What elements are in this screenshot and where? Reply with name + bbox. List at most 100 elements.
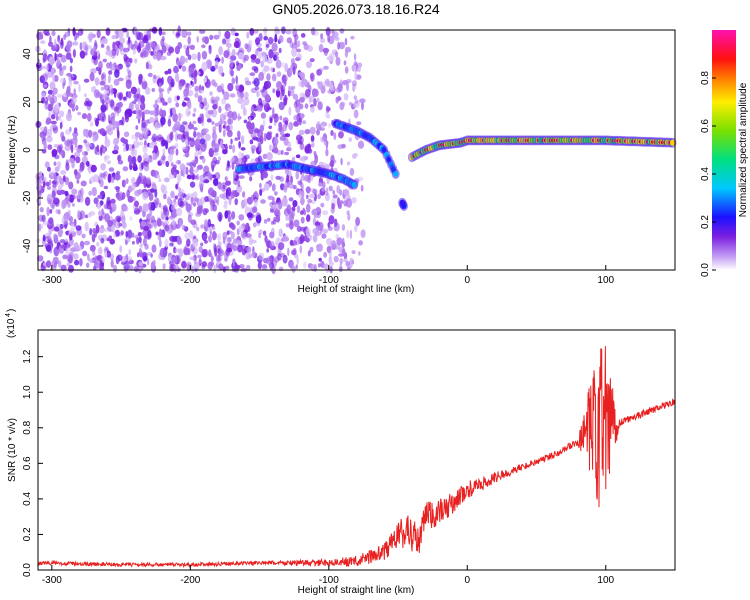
spectrogram-speckle xyxy=(293,219,300,228)
spectrogram-speckle xyxy=(49,209,53,214)
spectrogram-speckle xyxy=(209,187,213,194)
spectrogram-speckle xyxy=(288,121,294,131)
spectrogram-speckle xyxy=(89,228,93,236)
spectrogram-speckle xyxy=(293,185,297,190)
spectrogram-speckle xyxy=(361,101,364,111)
spectrogram-speckle xyxy=(190,219,197,225)
spectrogram-speckle xyxy=(161,155,166,161)
spectrogram-speckle xyxy=(295,106,301,114)
spectrogram-speckle xyxy=(260,199,266,204)
spectrogram-speckle xyxy=(79,42,83,51)
spectrogram-speckle xyxy=(218,249,225,257)
spectrogram-speckle xyxy=(106,62,111,69)
spectrogram-speckle xyxy=(141,162,144,170)
spectrogram-speckle xyxy=(216,196,220,206)
spectrogram-speckle xyxy=(185,47,190,57)
spectrogram-speckle xyxy=(102,147,106,154)
spectrogram-speckle xyxy=(286,181,290,188)
spectrogram-speckle xyxy=(232,258,236,267)
spectrogram-speckle xyxy=(233,40,240,49)
spectrogram-speckle xyxy=(64,247,71,256)
spectrogram-speckle xyxy=(307,250,311,257)
spectrogram-speckle xyxy=(269,117,273,124)
spectrogram-speckle xyxy=(103,84,110,91)
spectrogram-speckle xyxy=(72,194,76,200)
spectrogram-speckle xyxy=(165,160,170,168)
spectrogram-speckle xyxy=(72,27,76,37)
spectrogram-speckle xyxy=(212,145,215,151)
spectrogram-speckle xyxy=(303,261,307,269)
spectrogram-speckle xyxy=(328,261,334,266)
spectrogram-speckle xyxy=(165,216,169,221)
snr-y-tick-label: 0.2 xyxy=(22,527,33,541)
spectrogram-speckle xyxy=(35,121,42,128)
spectrogram-speckle xyxy=(243,97,250,106)
colorbar-ticks: 0.0 0.2 0.4 0.6 0.8 xyxy=(700,71,716,277)
spectrogram-speckle xyxy=(149,142,155,149)
spectrogram-speckle xyxy=(230,69,234,77)
spectrogram-speckle xyxy=(41,214,46,223)
snr-y-ticks: 0.0 0.2 0.4 0.6 0.8 1.0 1.2 xyxy=(22,349,43,577)
spectrogram-speckle xyxy=(126,30,129,38)
spectrogram-speckle xyxy=(118,94,123,101)
spectrogram-speckle xyxy=(236,130,241,138)
spectrogram-speckle xyxy=(138,261,143,267)
spectrogram-speckle xyxy=(101,132,106,137)
spectrogram-y-axis-label: Frequency (Hz) xyxy=(7,116,18,185)
spectrogram-speckle xyxy=(231,211,236,220)
spectrogram-speckle xyxy=(140,220,147,227)
spectrogram-speckle xyxy=(109,238,115,245)
spectrogram-speckle xyxy=(108,167,115,172)
spectrogram-speckle xyxy=(172,164,177,170)
spectrogram-speckle xyxy=(211,99,215,104)
spectrogram-speckle xyxy=(216,183,223,189)
spectrogram-speckle xyxy=(300,33,306,38)
spectrogram-speckle xyxy=(172,113,178,123)
spectrogram-speckle xyxy=(275,28,280,35)
spectrogram-speckle xyxy=(200,242,204,247)
spectrogram-speckle xyxy=(150,215,155,224)
spectrogram-speckle xyxy=(343,257,348,263)
spectrogram-speckle xyxy=(353,109,359,119)
spectrogram-speckle xyxy=(293,34,299,41)
spectrogram-speckle xyxy=(266,248,270,253)
spectrogram-speckle xyxy=(299,226,307,232)
spectrogram-speckle xyxy=(177,197,183,207)
spectrogram-speckle xyxy=(274,191,278,196)
spectrogram-speckle xyxy=(100,237,105,244)
spectrogram-speckle xyxy=(79,50,86,59)
spectrogram-speckle xyxy=(164,238,169,248)
spectrogram-speckle xyxy=(255,214,262,224)
spectrogram-speckle xyxy=(73,88,76,95)
spectrogram-speckle xyxy=(41,97,45,104)
spectrogram-speckle xyxy=(79,258,83,267)
spectrogram-speckle xyxy=(159,91,164,101)
spectrogram-speckle xyxy=(117,29,124,39)
spectrogram-speckle xyxy=(301,155,307,163)
spectrogram-speckle xyxy=(248,253,253,259)
spectrogram-speckle xyxy=(140,95,146,104)
spectrogram-speckle xyxy=(271,183,276,192)
spectrogram-speckle xyxy=(204,219,209,227)
spectrogram-speckle xyxy=(196,226,200,232)
spectrogram-speckle xyxy=(203,179,210,184)
spectrogram-y-tick-label: 0 xyxy=(22,147,33,153)
snr-x-tick-label: -300 xyxy=(42,575,62,586)
spectrogram-speckle xyxy=(246,264,251,271)
spectrogram-speckle xyxy=(65,162,70,171)
spectrogram-speckle xyxy=(300,197,305,206)
spectrogram-speckle xyxy=(209,91,213,96)
spectrogram-speckle xyxy=(160,55,167,61)
spectrogram-speckle xyxy=(68,157,75,164)
spectrogram-speckle xyxy=(214,64,219,70)
spectrogram-speckle xyxy=(221,97,227,105)
spectrogram-speckle xyxy=(51,202,55,210)
spectrogram-speckle xyxy=(177,240,183,245)
spectrogram-speckle xyxy=(237,97,244,104)
spectrogram-speckle xyxy=(345,81,350,92)
spectrogram-speckle xyxy=(160,184,165,193)
spectrogram-speckle xyxy=(202,173,206,178)
track-core xyxy=(670,139,675,146)
spectrogram-speckle xyxy=(172,29,175,35)
spectrogram-speckle xyxy=(222,184,226,189)
